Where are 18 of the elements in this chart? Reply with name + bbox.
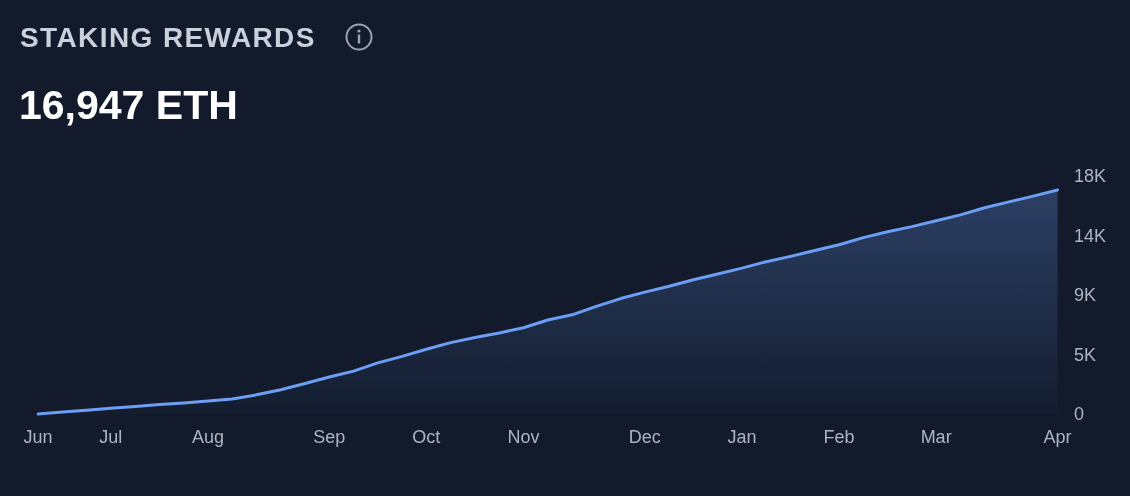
chart-subtitle: 16,947 ETH — [19, 82, 238, 128]
y-tick-label: 0 — [1074, 404, 1085, 424]
x-tick-label: Mar — [920, 427, 952, 447]
x-tick-label: Nov — [507, 427, 540, 447]
x-tick-label: Apr — [1043, 427, 1072, 447]
x-tick-label: Aug — [191, 427, 224, 447]
x-tick-label: Oct — [412, 427, 441, 447]
x-tick-label: Dec — [628, 427, 661, 447]
x-tick-label: Jul — [99, 427, 123, 447]
x-tick-label: Jun — [23, 427, 53, 447]
y-tick-label: 14K — [1074, 225, 1107, 246]
x-tick-label: Jan — [727, 427, 757, 447]
y-tick-label: 18K — [1074, 166, 1107, 186]
y-tick-label: 9K — [1074, 285, 1097, 305]
chart-title: STAKING REWARDS — [20, 22, 316, 53]
y-tick-label: 5K — [1074, 344, 1097, 365]
x-tick-label: Sep — [313, 427, 346, 447]
x-tick-label: Feb — [823, 427, 855, 447]
